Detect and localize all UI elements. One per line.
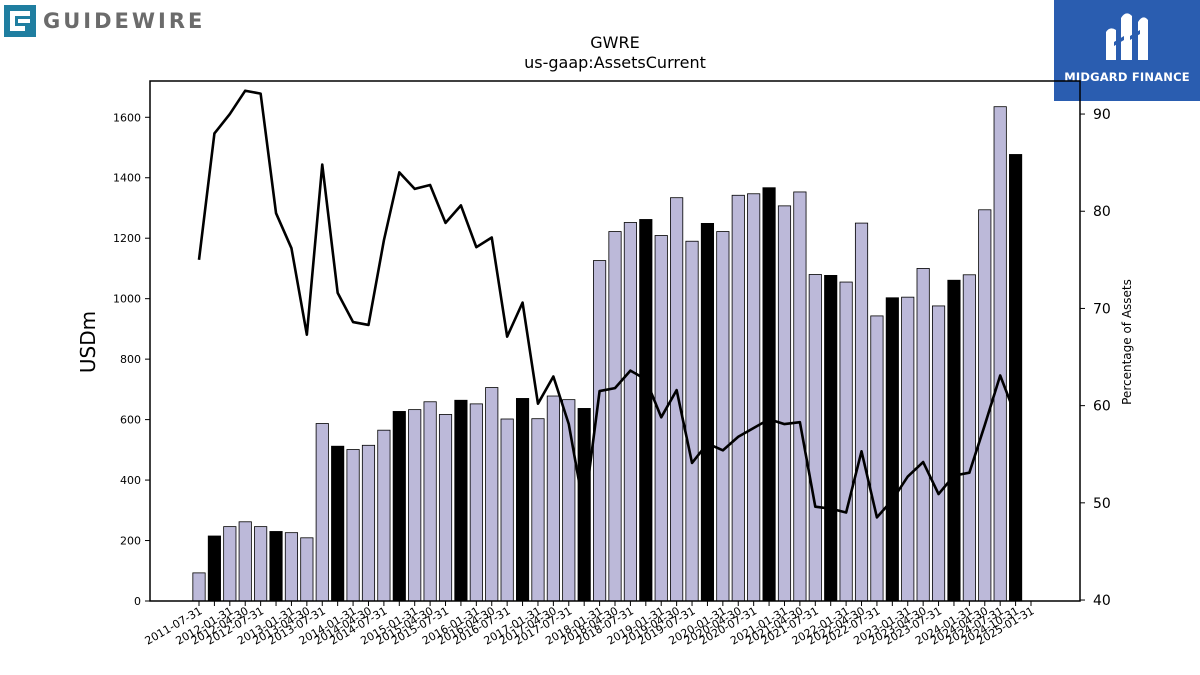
bar bbox=[747, 193, 761, 602]
midgard-mark-icon bbox=[1106, 13, 1148, 60]
bar bbox=[608, 231, 622, 602]
bar bbox=[700, 222, 715, 602]
bar bbox=[454, 399, 468, 602]
bar bbox=[901, 296, 915, 602]
bar bbox=[1009, 154, 1023, 602]
bar bbox=[346, 449, 360, 602]
bar bbox=[192, 572, 206, 602]
bar bbox=[947, 279, 961, 602]
bar bbox=[469, 403, 483, 602]
bar bbox=[377, 429, 391, 602]
midgard-finance-logo: MIDGARD FINANCE bbox=[1054, 0, 1200, 101]
bar bbox=[854, 222, 869, 602]
bar bbox=[808, 274, 822, 602]
x-axis: 2011-07-312012-01-312012-04-302012-07-31… bbox=[143, 601, 1037, 648]
y-axis: 0 200 400 600 800 1000 1200 1400 1600 bbox=[113, 111, 150, 608]
guidewire-wordmark: GUIDEWIRE bbox=[43, 9, 206, 33]
bar bbox=[962, 274, 976, 602]
bar bbox=[885, 297, 899, 602]
y2-tick-label: 90 bbox=[1093, 107, 1111, 123]
chart-title: GWRE bbox=[590, 33, 639, 52]
bar bbox=[546, 395, 560, 602]
y-tick-label: 0 bbox=[134, 595, 141, 608]
y-tick-label: 1400 bbox=[113, 172, 141, 185]
bar bbox=[824, 274, 838, 602]
y2-tick-label: 60 bbox=[1093, 399, 1111, 415]
midgard-finance-text: MIDGARD FINANCE bbox=[1064, 70, 1190, 84]
bar bbox=[793, 191, 807, 602]
y-tick-label: 200 bbox=[120, 535, 141, 548]
bar bbox=[331, 445, 345, 602]
bar bbox=[916, 268, 930, 602]
bar bbox=[423, 401, 437, 602]
bar bbox=[500, 418, 514, 602]
percentage-line bbox=[197, 89, 1017, 519]
bar bbox=[993, 106, 1007, 602]
bar bbox=[762, 187, 776, 602]
y2-tick-label: 80 bbox=[1093, 204, 1111, 220]
bar bbox=[839, 281, 853, 602]
bar bbox=[408, 409, 422, 602]
bar bbox=[254, 526, 268, 602]
y2-tick-label: 40 bbox=[1093, 593, 1111, 609]
bar bbox=[207, 535, 221, 602]
chart-subtitle: us-gaap:AssetsCurrent bbox=[524, 53, 706, 72]
y2-tick-label: 50 bbox=[1093, 496, 1111, 512]
y-tick-label: 400 bbox=[120, 474, 141, 487]
bar bbox=[777, 205, 792, 602]
y-axis-label: USDm bbox=[76, 311, 100, 373]
bar bbox=[284, 532, 299, 602]
bar bbox=[269, 531, 283, 602]
bar bbox=[870, 315, 884, 602]
y2-tick-label: 70 bbox=[1093, 301, 1111, 317]
bar bbox=[485, 387, 499, 602]
bar bbox=[639, 219, 653, 602]
bar bbox=[716, 231, 730, 602]
bar bbox=[978, 209, 992, 602]
bar bbox=[623, 222, 637, 602]
bar bbox=[315, 423, 329, 602]
bar bbox=[361, 444, 376, 602]
bar bbox=[300, 537, 314, 602]
bar bbox=[238, 521, 252, 602]
y-tick-label: 1200 bbox=[113, 232, 141, 245]
y-tick-label: 1000 bbox=[113, 293, 141, 306]
y-tick-label: 800 bbox=[120, 353, 141, 366]
y2-axis: 40 50 60 70 80 90 bbox=[1080, 107, 1111, 609]
guidewire-logo: GUIDEWIRE bbox=[4, 4, 205, 38]
y2-axis-label: Percentage of Assets bbox=[1120, 279, 1134, 405]
bar bbox=[531, 418, 545, 602]
guidewire-mark-icon bbox=[4, 5, 36, 37]
bar bbox=[515, 398, 530, 602]
bar bbox=[731, 194, 745, 602]
bar-series bbox=[192, 106, 1023, 602]
bar bbox=[438, 414, 453, 602]
y-tick-label: 1600 bbox=[113, 111, 141, 124]
bar bbox=[223, 526, 237, 602]
y-tick-label: 600 bbox=[120, 414, 141, 427]
bar bbox=[685, 240, 699, 602]
bar bbox=[931, 305, 946, 602]
bar bbox=[392, 411, 406, 602]
